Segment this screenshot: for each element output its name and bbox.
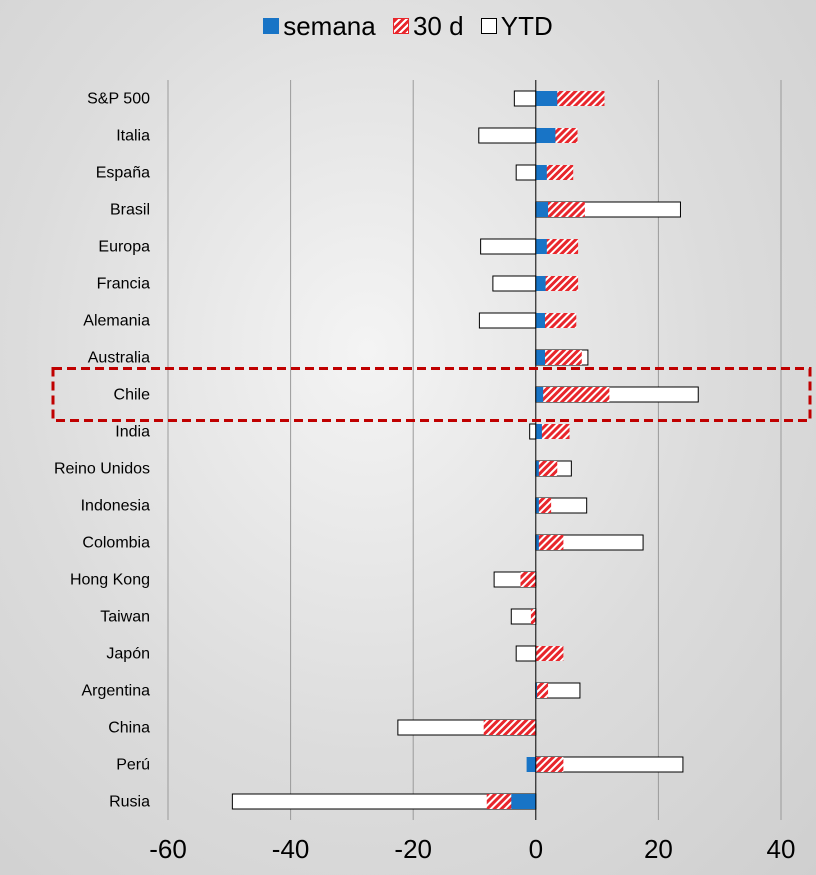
legend-label-ytd: YTD	[500, 10, 553, 41]
category-label: Colombia	[82, 535, 150, 552]
category-label: S&P 500	[87, 91, 150, 108]
bar-30d-10	[535, 461, 558, 476]
category-label: Francia	[97, 276, 150, 293]
bar-semana-8	[535, 387, 544, 402]
legend-item-30d: 30 d	[392, 10, 464, 42]
bar-semana-19	[511, 794, 536, 809]
category-label: Australia	[88, 350, 150, 367]
legend-item-semana: semana	[263, 11, 376, 42]
x-tick-label: 40	[767, 834, 796, 864]
legend-item-ytd: YTD	[480, 10, 553, 42]
x-tick-label: -40	[272, 834, 310, 864]
x-tick-label: 0	[529, 834, 543, 864]
bar-30d-5	[535, 276, 579, 291]
category-label: Perú	[116, 757, 150, 774]
category-label: Reino Unidos	[54, 461, 150, 478]
category-label: España	[96, 165, 150, 182]
bar-YTD-6	[478, 312, 537, 329]
bar-30d-15	[535, 646, 564, 661]
category-label: Taiwan	[100, 609, 150, 626]
bar-30d-18	[535, 757, 564, 772]
category-label: Hong Kong	[70, 572, 150, 589]
bar-30d-14	[530, 609, 536, 624]
category-label: Europa	[98, 239, 150, 256]
bar-YTD-2	[515, 164, 537, 181]
legend-label-30d: 30 d	[412, 10, 464, 41]
bar-semana-11	[535, 498, 539, 513]
bar-30d-8	[535, 387, 610, 402]
category-label: China	[108, 720, 150, 737]
bar-semana-16	[535, 683, 538, 698]
legend-swatch-semana	[263, 18, 280, 34]
category-label: Alemania	[83, 313, 150, 330]
bar-semana-5	[535, 276, 546, 291]
bar-30d-12	[535, 535, 564, 550]
bar-semana-18	[526, 757, 536, 772]
bar-30d-11	[535, 498, 552, 513]
category-label: Italia	[116, 128, 150, 145]
category-label: Chile	[114, 387, 151, 404]
bar-YTD-15	[515, 645, 537, 662]
x-tick-label: -20	[394, 834, 432, 864]
category-label: Argentina	[82, 683, 151, 700]
chart-legend: semana 30 d YTD	[0, 10, 816, 42]
bar-semana-6	[535, 313, 545, 328]
x-tick-label: -60	[149, 834, 187, 864]
bar-semana-9	[535, 424, 542, 439]
category-label: Indonesia	[81, 498, 150, 515]
x-tick-label: 20	[644, 834, 673, 864]
highlight-box	[51, 367, 812, 422]
bar-semana-10	[535, 461, 539, 476]
category-label: Japón	[106, 646, 150, 663]
bar-30d-6	[535, 313, 577, 328]
bar-semana-2	[535, 165, 547, 180]
bar-semana-4	[535, 239, 547, 254]
category-label: Rusia	[109, 794, 150, 811]
bar-semana-7	[535, 350, 545, 365]
bar-YTD-1	[478, 127, 537, 144]
legend-label-semana: semana	[283, 10, 376, 41]
legend-swatch-30d	[392, 18, 409, 34]
bar-30d-17	[483, 720, 536, 735]
bar-YTD-9	[529, 423, 537, 440]
bar-semana-12	[535, 535, 539, 550]
bar-30d-7	[535, 350, 582, 365]
bar-YTD-4	[480, 238, 537, 255]
bar-30d-16	[535, 683, 549, 698]
category-label: Brasil	[110, 202, 150, 219]
bar-YTD-5	[492, 275, 537, 292]
bar-semana-3	[535, 202, 549, 217]
category-label: India	[115, 424, 150, 441]
bar-YTD-0	[513, 90, 537, 107]
bar-30d-9	[535, 424, 570, 439]
bar-semana-0	[535, 91, 558, 106]
legend-swatch-ytd	[480, 18, 497, 34]
bar-30d-13	[520, 572, 536, 587]
bar-semana-1	[535, 128, 556, 143]
